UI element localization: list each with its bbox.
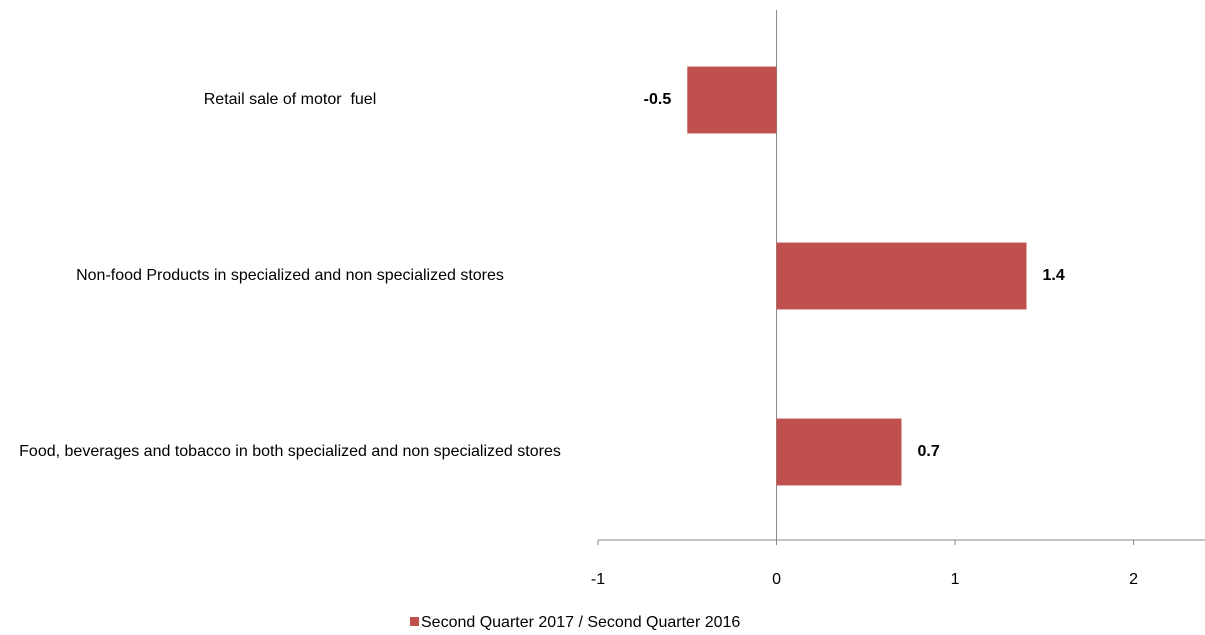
data-label: -0.5: [644, 91, 672, 108]
category-label: Non-food Products in specialized and non…: [76, 267, 504, 284]
legend-marker: [410, 617, 419, 626]
data-label: 1.4: [1042, 267, 1064, 284]
bar: [776, 242, 1027, 310]
x-tick-label: -1: [591, 571, 605, 588]
bar: [687, 66, 777, 134]
x-tick-label: 2: [1129, 571, 1138, 588]
data-label: 0.7: [918, 443, 940, 460]
category-label: Food, beverages and tobacco in both spec…: [19, 443, 561, 460]
legend-label: Second Quarter 2017 / Second Quarter 201…: [421, 614, 740, 631]
x-tick-label: 0: [772, 571, 781, 588]
bar: [776, 418, 902, 486]
category-label: Retail sale of motor fuel: [203, 91, 377, 108]
x-tick-label: 1: [951, 571, 960, 588]
